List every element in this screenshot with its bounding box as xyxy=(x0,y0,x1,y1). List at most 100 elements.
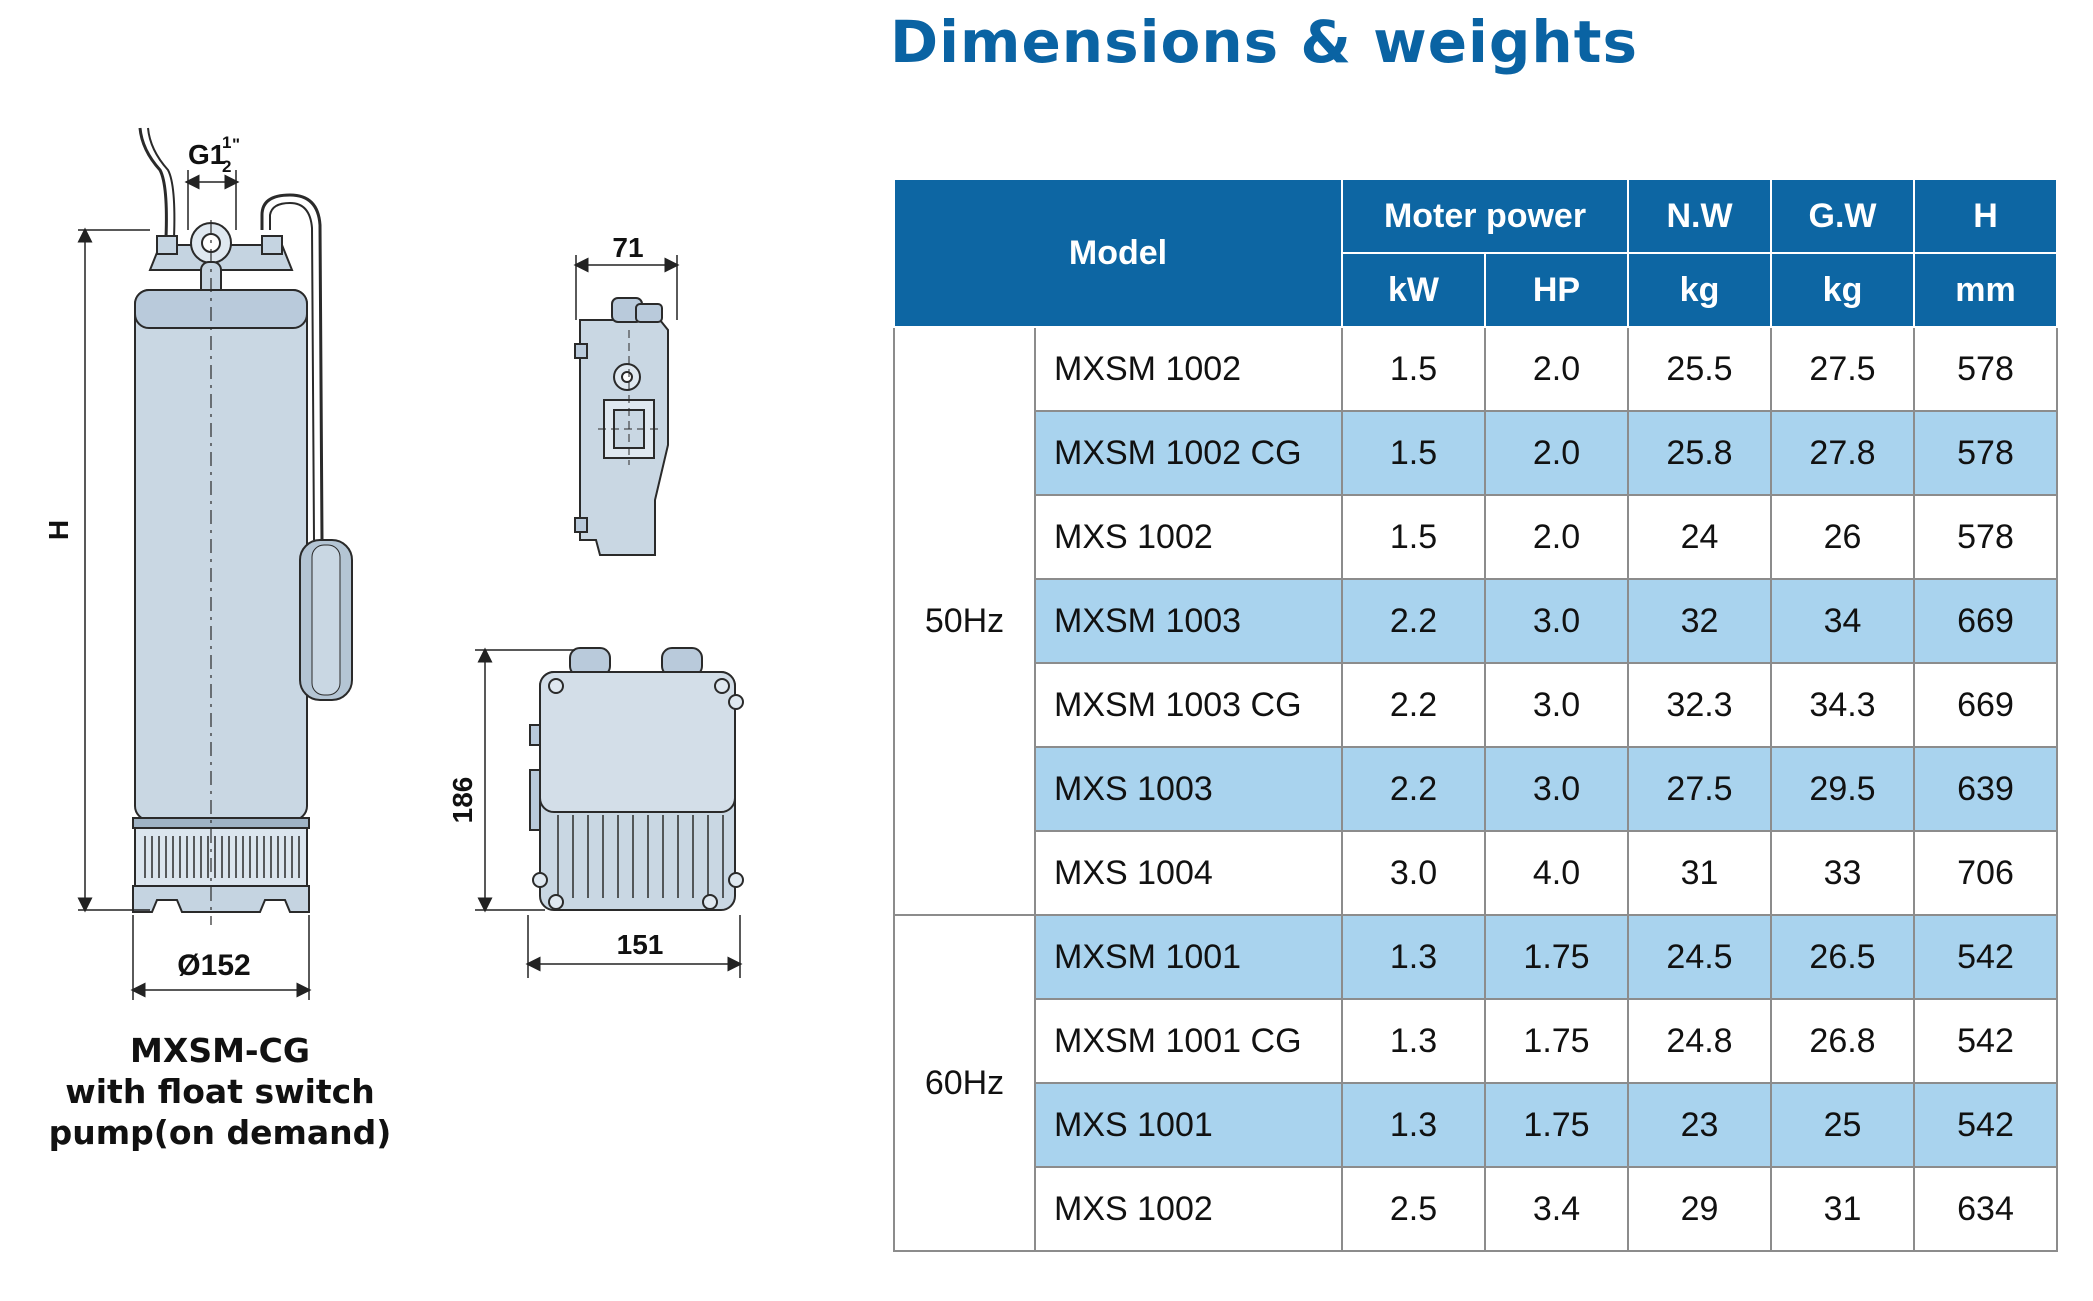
hp-cell: 3.0 xyxy=(1484,746,1629,832)
hp-cell: 4.0 xyxy=(1484,830,1629,916)
height-dimension xyxy=(77,227,150,913)
kw-cell: 3.0 xyxy=(1341,830,1486,916)
header-row-1: Model Moter power N.W G.W H xyxy=(893,178,2058,328)
header-nw: N.W xyxy=(1627,178,1772,254)
header-h: H xyxy=(1913,178,2058,254)
header-model: Model xyxy=(893,178,1343,328)
table-row: MXS 1001 1.3 1.75 23 25 542 xyxy=(894,1082,2058,1168)
nw-cell: 24.8 xyxy=(1627,998,1772,1084)
table-row: 60Hz MXSM 1001 1.3 1.75 24.5 26.5 542 xyxy=(893,914,2058,1252)
thread-numerator: 1 xyxy=(222,133,231,152)
thread-denominator: 2 xyxy=(222,157,231,176)
h-cell: 578 xyxy=(1913,494,2058,580)
kw-cell: 2.5 xyxy=(1341,1166,1486,1252)
hp-cell: 2.0 xyxy=(1484,326,1629,412)
nw-cell: 23 xyxy=(1627,1082,1772,1168)
model-cell: MXS 1002 xyxy=(1034,1166,1343,1252)
technical-drawing: H Ø152 G1 1 2 " 71 186 151 xyxy=(0,0,860,1301)
box-width-label: 151 xyxy=(617,929,664,960)
table-row: MXSM 1003 2.2 3.0 32 34 669 xyxy=(894,578,2058,664)
hp-cell: 3.0 xyxy=(1484,578,1629,664)
model-cell: MXS 1002 xyxy=(1034,494,1343,580)
table-row: MXS 1002 2.5 3.4 29 31 634 xyxy=(894,1166,2058,1252)
thread-main-label: G1 xyxy=(188,139,225,170)
header-nw-unit: kg xyxy=(1627,252,1772,328)
h-cell: 578 xyxy=(1913,326,2058,412)
caption-line-3: pump(on demand) xyxy=(48,1113,392,1152)
kw-cell: 2.2 xyxy=(1341,662,1486,748)
box-side-width-label: 71 xyxy=(612,232,643,263)
kw-cell: 2.2 xyxy=(1341,578,1486,664)
gw-cell: 26.8 xyxy=(1770,998,1915,1084)
nw-cell: 32 xyxy=(1627,578,1772,664)
nw-cell: 27.5 xyxy=(1627,746,1772,832)
gw-cell: 26.5 xyxy=(1770,914,1915,1000)
table-row: MXSM 1003 CG 2.2 3.0 32.3 34.3 669 xyxy=(894,662,2058,748)
h-cell: 542 xyxy=(1913,1082,2058,1168)
hp-cell: 2.0 xyxy=(1484,494,1629,580)
table-row: MXS 1003 2.2 3.0 27.5 29.5 639 xyxy=(894,746,2058,832)
nw-cell: 32.3 xyxy=(1627,662,1772,748)
h-cell: 706 xyxy=(1913,830,2058,916)
pump-illustration xyxy=(132,127,353,925)
h-cell: 542 xyxy=(1913,914,2058,1000)
kw-cell: 1.5 xyxy=(1341,410,1486,496)
thread-inch-mark: " xyxy=(232,135,240,154)
gw-cell: 31 xyxy=(1770,1166,1915,1252)
freq-cell: 60Hz xyxy=(893,914,1036,1252)
kw-cell: 2.2 xyxy=(1341,746,1486,832)
nw-cell: 25.5 xyxy=(1627,326,1772,412)
hp-cell: 3.4 xyxy=(1484,1166,1629,1252)
box-height-label: 186 xyxy=(447,777,478,824)
freq-cell: 50Hz xyxy=(893,326,1036,916)
diameter-label: Ø152 xyxy=(177,949,250,982)
table-row: MXSM 1001 CG 1.3 1.75 24.8 26.8 542 xyxy=(894,998,2058,1084)
gw-cell: 26 xyxy=(1770,494,1915,580)
gw-cell: 25 xyxy=(1770,1082,1915,1168)
box-side-width-dimension xyxy=(573,255,680,320)
spec-table: Model Moter power N.W G.W H kW HP kg kg … xyxy=(893,178,2058,1252)
kw-cell: 1.3 xyxy=(1341,998,1486,1084)
header-row-2: kW HP kg kg mm xyxy=(894,252,2058,328)
caption-line-2: with float switch xyxy=(65,1072,375,1111)
header-gw-unit: kg xyxy=(1770,252,1915,328)
pump-caption: MXSM-CG with float switch pump(on demand… xyxy=(40,1030,400,1153)
model-cell: MXSM 1002 xyxy=(1034,326,1343,412)
nw-cell: 25.8 xyxy=(1627,410,1772,496)
model-cell: MXS 1004 xyxy=(1034,830,1343,916)
box-height-dimension xyxy=(475,647,575,913)
nw-cell: 31 xyxy=(1627,830,1772,916)
header-moter-power: Moter power xyxy=(1341,178,1629,254)
nw-cell: 24.5 xyxy=(1627,914,1772,1000)
thread-dimension xyxy=(184,170,240,230)
gw-cell: 27.5 xyxy=(1770,326,1915,412)
kw-cell: 1.3 xyxy=(1341,1082,1486,1168)
h-cell: 639 xyxy=(1913,746,2058,832)
header-kw: kW xyxy=(1341,252,1486,328)
h-cell: 669 xyxy=(1913,578,2058,664)
gw-cell: 33 xyxy=(1770,830,1915,916)
hp-cell: 1.75 xyxy=(1484,914,1629,1000)
gw-cell: 27.8 xyxy=(1770,410,1915,496)
h-cell: 542 xyxy=(1913,998,2058,1084)
control-box-side-view xyxy=(574,297,669,556)
table-row: MXS 1004 3.0 4.0 31 33 706 xyxy=(894,830,2058,916)
gw-cell: 29.5 xyxy=(1770,746,1915,832)
table-row: MXSM 1002 CG 1.5 2.0 25.8 27.8 578 xyxy=(894,410,2058,496)
model-cell: MXSM 1001 CG xyxy=(1034,998,1343,1084)
page-title: Dimensions & weights xyxy=(890,8,1638,76)
model-cell: MXS 1001 xyxy=(1034,1082,1343,1168)
hp-cell: 2.0 xyxy=(1484,410,1629,496)
h-cell: 634 xyxy=(1913,1166,2058,1252)
header-h-unit: mm xyxy=(1913,252,2058,328)
caption-model: MXSM-CG xyxy=(130,1031,310,1070)
hp-cell: 1.75 xyxy=(1484,998,1629,1084)
kw-cell: 1.5 xyxy=(1341,326,1486,412)
hp-cell: 1.75 xyxy=(1484,1082,1629,1168)
hp-cell: 3.0 xyxy=(1484,662,1629,748)
pump-drawing-svg: H Ø152 G1 1 2 " 71 186 151 xyxy=(43,127,744,1000)
model-cell: MXS 1003 xyxy=(1034,746,1343,832)
model-cell: MXSM 1003 xyxy=(1034,578,1343,664)
kw-cell: 1.5 xyxy=(1341,494,1486,580)
model-cell: MXSM 1002 CG xyxy=(1034,410,1343,496)
